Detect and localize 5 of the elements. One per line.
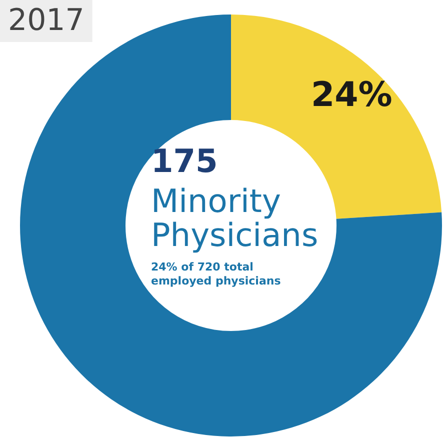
chart-title: 2017 [8,2,84,38]
text: 24% of 720 total employed physicians [151,260,282,288]
text: 175 [151,142,218,180]
text: Minority Physicians [151,182,318,254]
data-label: 24% [310,74,392,115]
